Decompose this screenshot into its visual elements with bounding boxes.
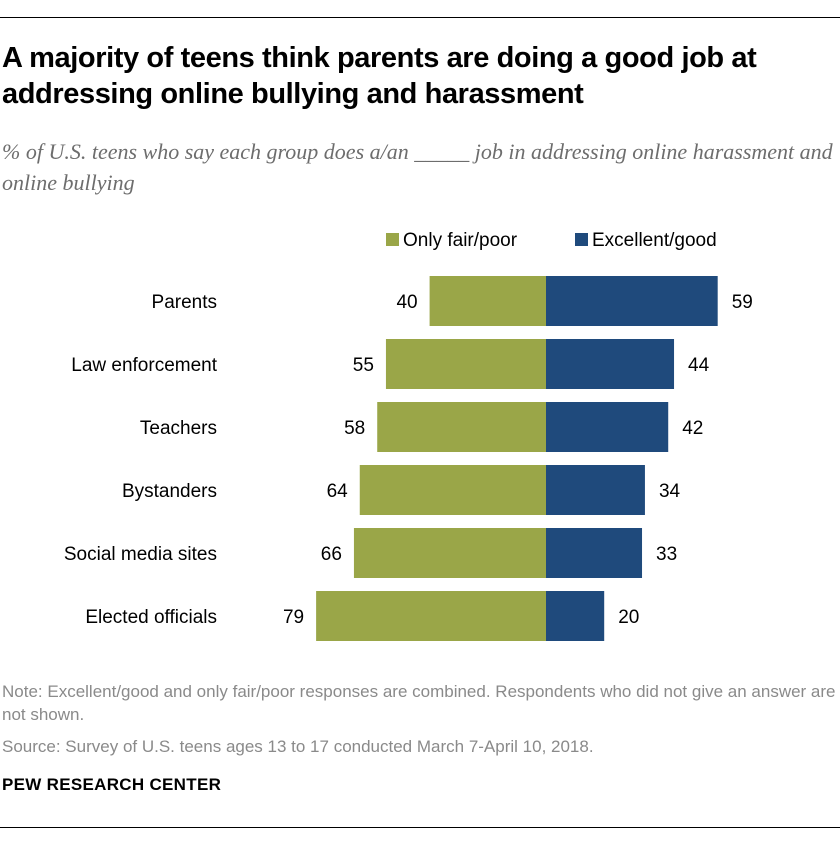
category-label-social-media-sites: Social media sites [64,544,217,565]
legend-label-fair-poor: Only fair/poor [403,230,518,251]
bar-excellent-good-parents [546,276,718,326]
legend-item-fair-poor: Only fair/poor [386,230,517,252]
value-label-fair-poor-elected-officials: 79 [283,607,304,628]
legend-swatch-excellent-good [575,232,588,246]
value-label-excellent-good-parents: 59 [732,292,753,313]
chart-title: A majority of teens think parents are do… [2,42,757,110]
chart-source: Source: Survey of U.S. teens ages 13 to … [2,737,594,756]
chart-note: Note: Excellent/good and only fair/poor … [2,682,836,724]
bar-fair-poor-teachers [377,402,546,452]
bar-fair-poor-law-enforcement [385,339,546,389]
bar-fair-poor-elected-officials [316,591,546,641]
legend-item-excellent-good: Excellent/good [575,230,717,252]
value-label-fair-poor-social-media-sites: 66 [321,544,342,565]
value-label-fair-poor-law-enforcement: 55 [353,355,374,376]
legend-label-excellent-good: Excellent/good [592,230,717,251]
bar-fair-poor-bystanders [359,465,546,515]
legend-swatch-fair-poor [386,232,399,246]
value-label-excellent-good-teachers: 42 [682,418,703,439]
category-label-parents: Parents [152,292,217,313]
value-label-excellent-good-social-media-sites: 33 [656,544,677,565]
bar-fair-poor-social-media-sites [353,528,546,578]
diverging-bar-chart: Parents 40 59 Law enforcement 55 44 Teachers 58… [64,276,753,641]
bottom-rule [0,827,840,828]
category-label-teachers: Teachers [140,418,217,439]
bar-excellent-good-social-media-sites [546,528,643,578]
bar-excellent-good-law-enforcement [546,339,675,389]
value-label-fair-poor-teachers: 58 [344,418,365,439]
value-label-excellent-good-elected-officials: 20 [618,607,639,628]
category-label-elected-officials: Elected officials [85,607,217,628]
brand-logo-text: PEW RESEARCH CENTER [2,775,222,794]
bar-excellent-good-elected-officials [546,591,605,641]
value-label-fair-poor-parents: 40 [396,292,417,313]
chart-subtitle: % of U.S. teens who say each group does … [2,139,833,195]
value-label-excellent-good-law-enforcement: 44 [688,355,710,376]
bar-fair-poor-parents [429,276,546,326]
top-rule [0,17,840,18]
category-label-bystanders: Bystanders [122,481,217,502]
bar-excellent-good-bystanders [546,465,645,515]
value-label-fair-poor-bystanders: 64 [327,481,349,502]
bar-excellent-good-teachers [546,402,669,452]
category-label-law-enforcement: Law enforcement [71,355,217,376]
value-label-excellent-good-bystanders: 34 [659,481,681,502]
